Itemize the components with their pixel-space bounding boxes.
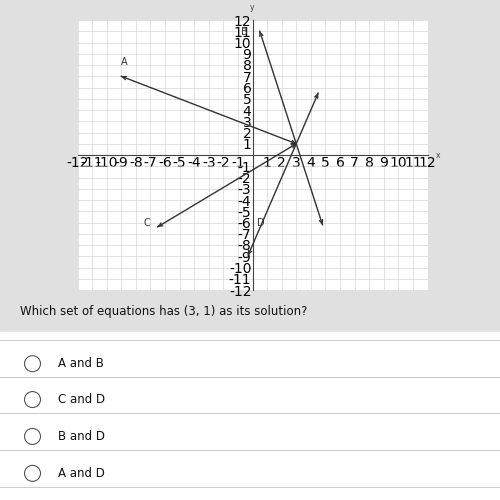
- Text: D: D: [257, 218, 264, 228]
- Text: C: C: [143, 218, 150, 228]
- Text: B: B: [241, 27, 248, 37]
- Text: C and D: C and D: [58, 393, 104, 406]
- Text: A and D: A and D: [58, 467, 104, 480]
- Text: x: x: [436, 150, 441, 160]
- Text: Which set of equations has (3, 1) as its solution?: Which set of equations has (3, 1) as its…: [20, 305, 308, 318]
- Text: A: A: [121, 57, 128, 67]
- Text: y: y: [250, 3, 255, 12]
- Text: B and D: B and D: [58, 430, 104, 443]
- Bar: [0, 332, 500, 500]
- Text: A and B: A and B: [58, 357, 104, 370]
